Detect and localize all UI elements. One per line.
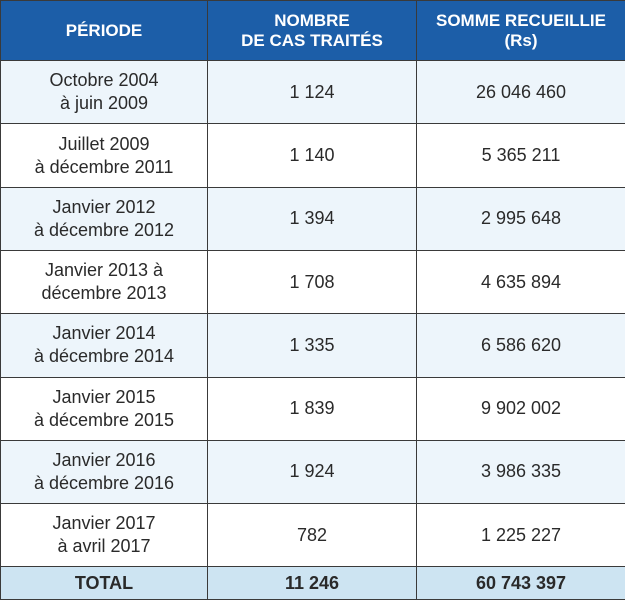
table-row: Janvier 2014 à décembre 2014 1 335 6 586 6…	[0, 313, 625, 378]
table-cell: 1 394	[207, 186, 417, 252]
table-cell: 782	[207, 503, 417, 568]
total-row: TOTAL 11 246 60 743 397	[0, 566, 625, 600]
header-cell: SOMME RECUEILLIE (Rs)	[416, 0, 625, 62]
table-cell: 1 839	[207, 376, 417, 441]
table-cell: Octobre 2004 à juin 2009	[0, 60, 208, 125]
table-cell: 1 335	[207, 313, 417, 378]
table-cell: Janvier 2015 à décembre 2015	[0, 376, 208, 441]
table-row: Octobre 2004 à juin 2009 1 124 26 046 460	[0, 60, 625, 125]
table-row: Janvier 2017 à avril 2017 782 1 225 227	[0, 503, 625, 568]
table-cell: 1 140	[207, 123, 417, 188]
table-row: Janvier 2012 à décembre 2012 1 394 2 995 6…	[0, 186, 625, 252]
total-cell: 60 743 397	[416, 566, 625, 600]
table-cell: 6 586 620	[416, 313, 625, 378]
table-cell: 1 924	[207, 439, 417, 505]
table-cell: Janvier 2013 à décembre 2013	[0, 249, 208, 315]
table-row: Janvier 2013 à décembre 2013 1 708 4 635 8…	[0, 249, 625, 315]
table-cell: Juillet 2009 à décembre 2011	[0, 123, 208, 188]
header-cell: NOMBRE DE CAS TRAITÉS	[207, 0, 417, 62]
table-cell: 4 635 894	[416, 249, 625, 315]
table-cell: Janvier 2014 à décembre 2014	[0, 313, 208, 378]
table-row: Juillet 2009 à décembre 2011 1 140 5 365 2…	[0, 123, 625, 188]
table-cell: 1 124	[207, 60, 417, 125]
table-cell: Janvier 2017 à avril 2017	[0, 503, 208, 568]
header-row: PÉRIODE NOMBRE DE CAS TRAITÉS SOMME RECUEI…	[0, 0, 625, 62]
table-cell: 9 902 002	[416, 376, 625, 441]
table-cell: 1 225 227	[416, 503, 625, 568]
total-cell: 11 246	[207, 566, 417, 600]
header-cell: PÉRIODE	[0, 0, 208, 62]
table-cell: Janvier 2016 à décembre 2016	[0, 439, 208, 505]
total-cell: TOTAL	[0, 566, 208, 600]
table-row: Janvier 2016 à décembre 2016 1 924 3 986 3…	[0, 439, 625, 505]
table-cell: 26 046 460	[416, 60, 625, 125]
table-cell: Janvier 2012 à décembre 2012	[0, 186, 208, 252]
table-row: Janvier 2015 à décembre 2015 1 839 9 902 0…	[0, 376, 625, 441]
table-cell: 1 708	[207, 249, 417, 315]
table-cell: 5 365 211	[416, 123, 625, 188]
table-cell: 3 986 335	[416, 439, 625, 505]
table-cell: 2 995 648	[416, 186, 625, 252]
